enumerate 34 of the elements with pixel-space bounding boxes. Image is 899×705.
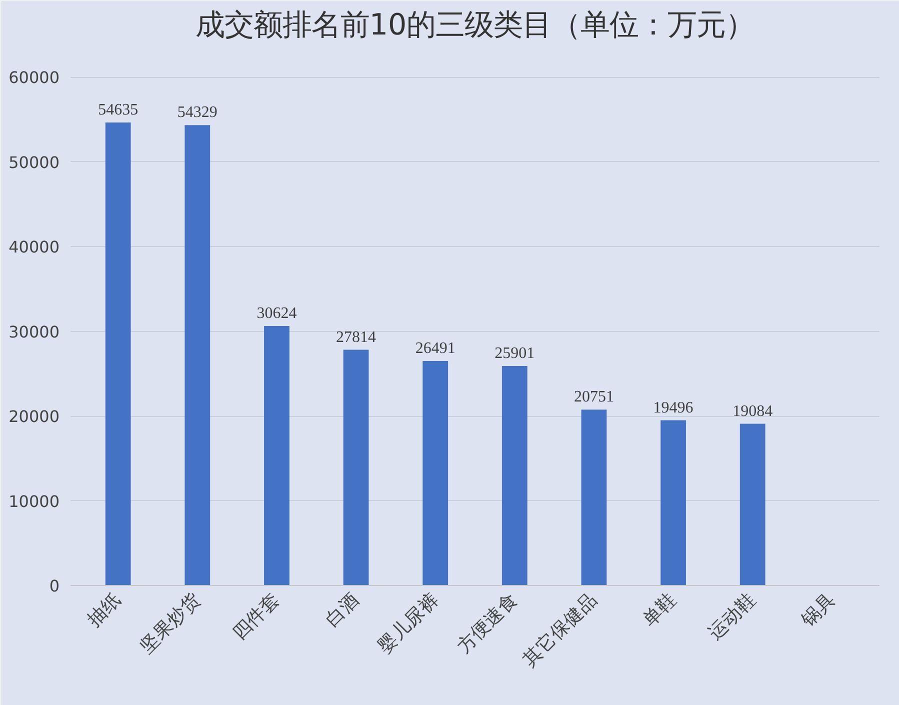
bar bbox=[184, 125, 210, 586]
x-tick-label: 锅具 bbox=[796, 589, 840, 632]
bar bbox=[581, 410, 607, 586]
bar bbox=[502, 366, 528, 586]
x-tick-label: 四件套 bbox=[228, 589, 284, 644]
data-label: 19084 bbox=[732, 402, 773, 420]
x-tick-label: 坚果炒货 bbox=[136, 589, 205, 658]
chart-title: 成交额排名前10的三级类目（单位：万元） bbox=[195, 8, 755, 42]
x-tick-label: 单鞋 bbox=[638, 589, 681, 631]
data-label: 26491 bbox=[415, 340, 456, 357]
data-label: 54329 bbox=[177, 104, 218, 122]
x-tick-label: 抽纸 bbox=[84, 589, 126, 631]
y-tick-label: 10000 bbox=[8, 492, 60, 511]
y-tick-label: 20000 bbox=[8, 407, 60, 426]
bar bbox=[343, 350, 369, 586]
y-tick-label: 50000 bbox=[8, 152, 60, 172]
y-tick-label: 40000 bbox=[8, 238, 60, 257]
data-label: 19496 bbox=[653, 399, 694, 416]
y-tick-label: 0 bbox=[49, 576, 60, 596]
x-tick-label: 婴儿尿裤 bbox=[373, 588, 443, 658]
data-label: 27814 bbox=[336, 328, 376, 346]
data-label: 25901 bbox=[494, 344, 535, 362]
bar bbox=[740, 424, 766, 586]
bar bbox=[422, 360, 448, 586]
data-label: 30624 bbox=[256, 304, 297, 322]
bar bbox=[660, 420, 686, 586]
data-label: 20751 bbox=[574, 388, 614, 406]
data-label: 54635 bbox=[98, 101, 138, 118]
y-tick-label: 30000 bbox=[8, 322, 60, 342]
y-tick-label: 60000 bbox=[8, 68, 60, 88]
bar bbox=[105, 122, 131, 586]
bar bbox=[264, 326, 290, 586]
x-tick-label: 白酒 bbox=[322, 589, 364, 631]
x-tick-label: 运动鞋 bbox=[704, 589, 760, 644]
